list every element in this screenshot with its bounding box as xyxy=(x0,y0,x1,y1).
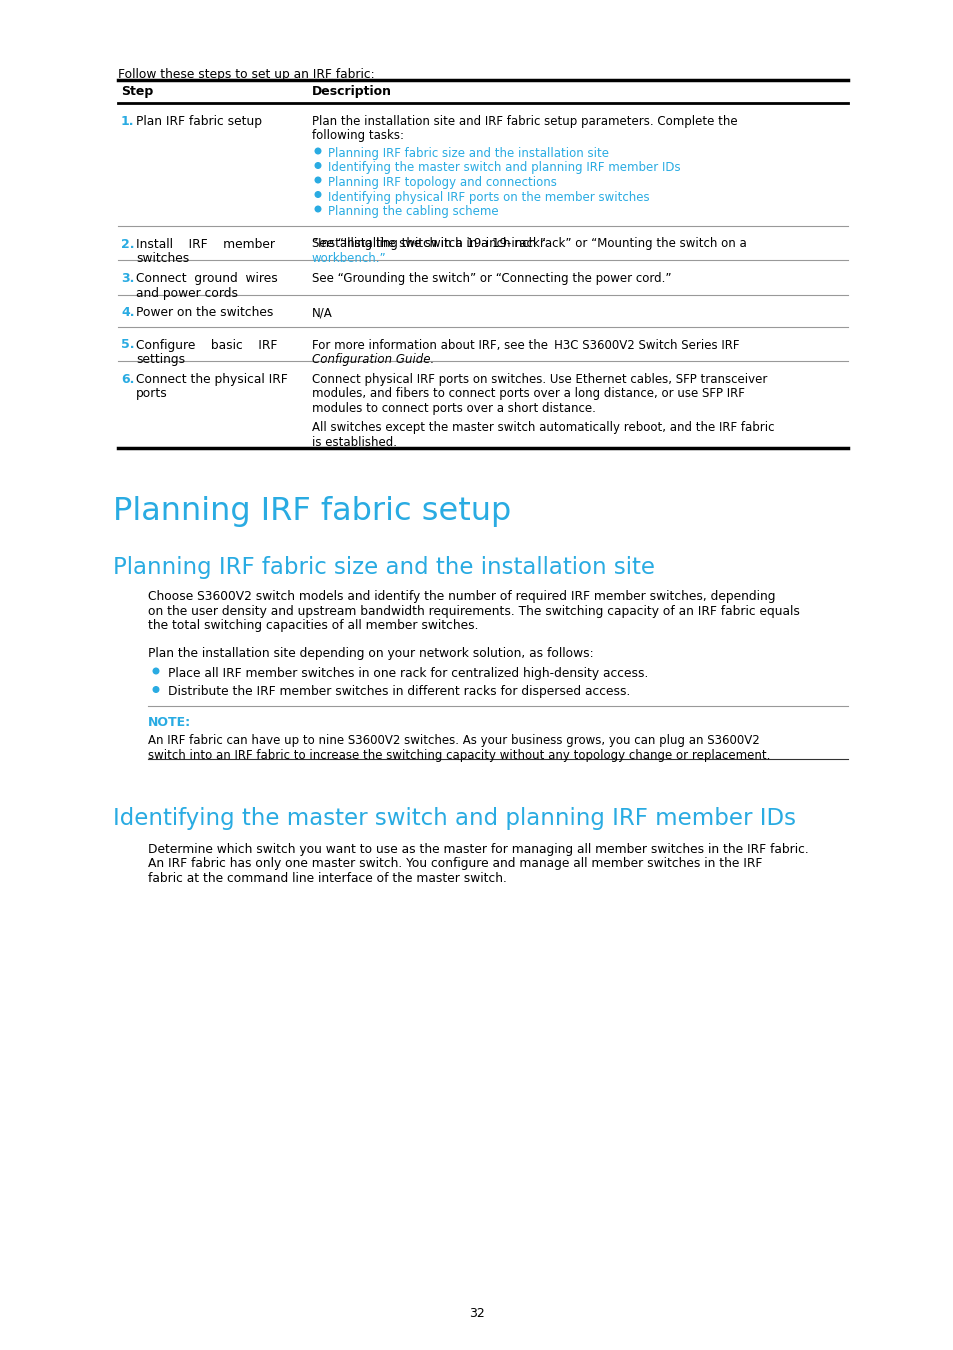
Text: Configuration Guide.: Configuration Guide. xyxy=(312,352,434,366)
Text: See “Installing the switch in a 19-inch rack” or “Mounting the switch on a: See “Installing the switch in a 19-inch … xyxy=(312,238,746,251)
Circle shape xyxy=(314,192,320,197)
Text: Plan the installation site depending on your network solution, as follows:: Plan the installation site depending on … xyxy=(148,648,593,660)
Text: 32: 32 xyxy=(469,1307,484,1320)
Text: workbench.”: workbench.” xyxy=(312,252,386,265)
Text: Identifying physical IRF ports on the member switches: Identifying physical IRF ports on the me… xyxy=(328,190,649,204)
Text: ports: ports xyxy=(136,387,168,401)
Text: An IRF fabric can have up to nine S3600V2 switches. As your business grows, you : An IRF fabric can have up to nine S3600V… xyxy=(148,734,759,747)
Text: Place all IRF member switches in one rack for centralized high-density access.: Place all IRF member switches in one rac… xyxy=(168,667,648,680)
Text: Power on the switches: Power on the switches xyxy=(136,306,274,320)
Text: and power cords: and power cords xyxy=(136,286,237,300)
Text: modules to connect ports over a short distance.: modules to connect ports over a short di… xyxy=(312,402,596,414)
Text: on the user density and upstream bandwidth requirements. The switching capacity : on the user density and upstream bandwid… xyxy=(148,605,799,617)
Text: settings: settings xyxy=(136,352,185,366)
Text: Step: Step xyxy=(121,85,153,99)
Circle shape xyxy=(314,177,320,182)
Text: Identifying the master switch and planning IRF member IDs: Identifying the master switch and planni… xyxy=(112,806,795,829)
Text: Install    IRF    member: Install IRF member xyxy=(136,238,274,251)
Text: Choose S3600V2 switch models and identify the number of required IRF member swit: Choose S3600V2 switch models and identif… xyxy=(148,590,775,603)
Text: Configure    basic    IRF: Configure basic IRF xyxy=(136,339,277,351)
Text: Description: Description xyxy=(312,85,392,99)
Text: See “Grounding the switch” or “Connecting the power cord.”: See “Grounding the switch” or “Connectin… xyxy=(312,271,671,285)
Text: Connect the physical IRF: Connect the physical IRF xyxy=(136,373,288,386)
Circle shape xyxy=(153,687,158,693)
Text: All switches except the master switch automatically reboot, and the IRF fabric: All switches except the master switch au… xyxy=(312,421,774,435)
Text: Plan the installation site and IRF fabric setup parameters. Complete the: Plan the installation site and IRF fabri… xyxy=(312,115,737,128)
Text: Connect physical IRF ports on switches. Use Ethernet cables, SFP transceiver: Connect physical IRF ports on switches. … xyxy=(312,373,766,386)
Text: “Installing the switch in a 19-inch rack”: “Installing the switch in a 19-inch rack… xyxy=(312,238,545,251)
Text: Planning IRF fabric size and the installation site: Planning IRF fabric size and the install… xyxy=(112,556,655,579)
Circle shape xyxy=(314,163,320,169)
Text: Distribute the IRF member switches in different racks for dispersed access.: Distribute the IRF member switches in di… xyxy=(168,686,630,698)
Circle shape xyxy=(153,668,158,674)
Text: Planning the cabling scheme: Planning the cabling scheme xyxy=(328,205,498,217)
Text: Plan IRF fabric setup: Plan IRF fabric setup xyxy=(136,115,262,128)
Text: N/A: N/A xyxy=(312,306,333,320)
Text: is established.: is established. xyxy=(312,436,396,450)
Circle shape xyxy=(314,148,320,154)
Text: modules, and fibers to connect ports over a long distance, or use SFP IRF: modules, and fibers to connect ports ove… xyxy=(312,387,744,401)
Text: NOTE:: NOTE: xyxy=(148,716,191,729)
Text: Planning IRF fabric size and the installation site: Planning IRF fabric size and the install… xyxy=(328,147,608,161)
Text: Identifying the master switch and planning IRF member IDs: Identifying the master switch and planni… xyxy=(328,162,679,174)
Text: switch into an IRF fabric to increase the switching capacity without any topolog: switch into an IRF fabric to increase th… xyxy=(148,748,770,761)
Text: 3.: 3. xyxy=(121,271,134,285)
Text: Planning IRF topology and connections: Planning IRF topology and connections xyxy=(328,176,557,189)
Text: 1.: 1. xyxy=(121,115,134,128)
Text: 4.: 4. xyxy=(121,306,134,320)
Text: following tasks:: following tasks: xyxy=(312,130,403,143)
Circle shape xyxy=(314,207,320,212)
Text: 5.: 5. xyxy=(121,339,134,351)
Text: 2.: 2. xyxy=(121,238,134,251)
Text: For more information about IRF, see the  H3C S3600V2 Switch Series IRF: For more information about IRF, see the … xyxy=(312,339,739,351)
Text: An IRF fabric has only one master switch. You configure and manage all member sw: An IRF fabric has only one master switch… xyxy=(148,857,761,869)
Text: Follow these steps to set up an IRF fabric:: Follow these steps to set up an IRF fabr… xyxy=(118,68,375,81)
Text: the total switching capacities of all member switches.: the total switching capacities of all me… xyxy=(148,620,478,632)
Text: fabric at the command line interface of the master switch.: fabric at the command line interface of … xyxy=(148,872,506,884)
Text: 6.: 6. xyxy=(121,373,134,386)
Text: switches: switches xyxy=(136,252,189,265)
Text: Determine which switch you want to use as the master for managing all member swi: Determine which switch you want to use a… xyxy=(148,842,808,856)
Text: Planning IRF fabric setup: Planning IRF fabric setup xyxy=(112,495,511,526)
Text: Connect  ground  wires: Connect ground wires xyxy=(136,271,277,285)
